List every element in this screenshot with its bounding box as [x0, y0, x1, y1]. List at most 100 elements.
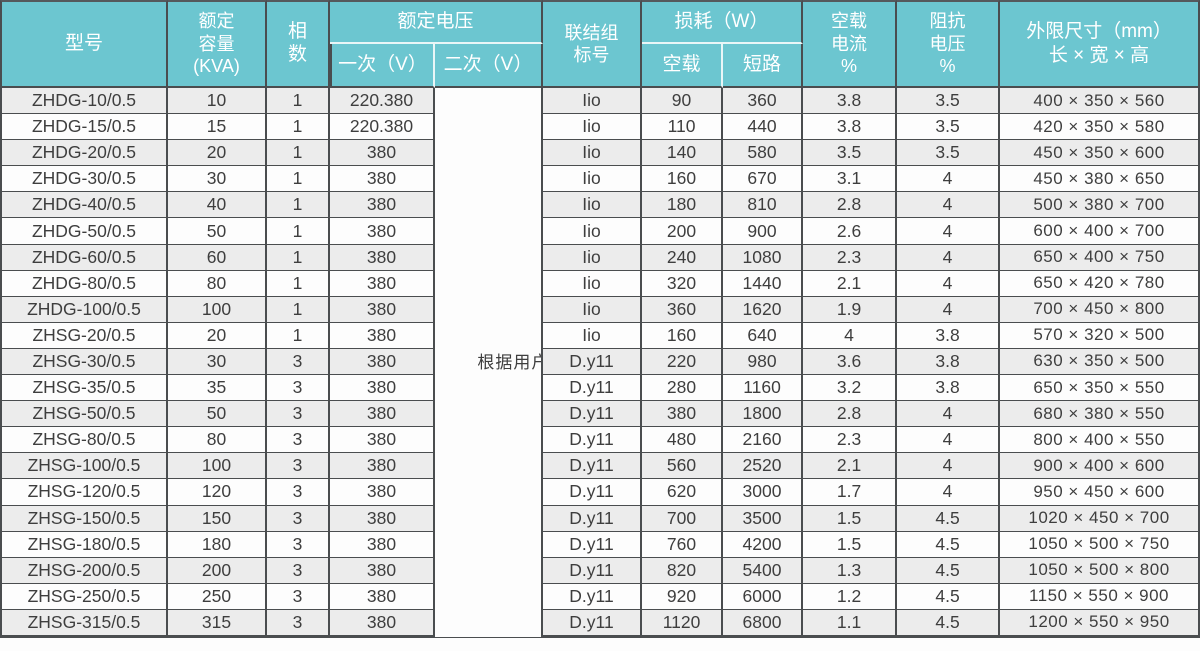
table-row: ZHSG-180/0.5 180 3 380 D.y11 760 4200 1.5 4.5 105… — [0, 531, 1200, 558]
cell-primary-voltage: 220.380 — [330, 88, 435, 115]
cell-impedance-voltage: 3.8 — [897, 348, 1001, 376]
cell-dimensions: 500 × 380 × 700 — [1000, 192, 1200, 219]
cell-short-circuit-loss: 3500 — [723, 505, 804, 532]
cell-short-circuit-loss: 670 — [723, 166, 804, 193]
cell-phases: 1 — [267, 114, 330, 141]
cell-short-circuit-loss: 1440 — [723, 270, 804, 297]
cell-no-load-current: 2.3 — [803, 244, 898, 271]
cell-impedance-voltage: 3.5 — [897, 140, 1001, 167]
cell-model: ZHSG-100/0.5 — [0, 453, 168, 480]
table-row: ZHDG-60/0.5 60 1 380 Iio 240 1080 2.3 4 650 × 400… — [0, 244, 1200, 271]
cell-phases: 3 — [267, 453, 330, 480]
cell-no-load-loss: 160 — [642, 166, 724, 193]
cell-no-load-loss: 200 — [642, 218, 724, 245]
cell-dimensions: 1050 × 500 × 750 — [1000, 531, 1200, 558]
cell-rated-capacity: 80 — [168, 427, 267, 454]
cell-rated-capacity: 180 — [168, 531, 267, 558]
cell-dimensions: 400 × 350 × 560 — [1000, 88, 1200, 115]
cell-phases: 3 — [267, 479, 330, 506]
table-row: ZHSG-35/0.5 35 3 380 D.y11 280 1160 3.2 3.8 650 ×… — [0, 375, 1200, 402]
cell-phases: 3 — [267, 557, 330, 584]
header-model-label: 型号 — [64, 33, 103, 55]
header-no-load-label: 空载 — [662, 54, 701, 76]
cell-impedance-voltage: 4 — [897, 401, 1001, 428]
cell-short-circuit-loss: 640 — [723, 322, 804, 349]
cell-impedance-voltage: 3.5 — [897, 88, 1001, 115]
cell-dimensions: 1020 × 450 × 700 — [1000, 505, 1200, 532]
cell-model: ZHDG-10/0.5 — [0, 88, 168, 115]
cell-primary-voltage: 380 — [330, 140, 435, 167]
header-no-load-current-line3: % — [841, 56, 858, 77]
table-row: ZHSG-50/0.5 50 3 380 D.y11 380 1800 2.8 4 680 × 3… — [0, 401, 1200, 428]
cell-phases: 1 — [267, 296, 330, 323]
cell-impedance-voltage: 4.5 — [897, 531, 1001, 558]
cell-impedance-voltage: 4 — [897, 479, 1001, 506]
cell-phases: 3 — [267, 609, 330, 638]
cell-impedance-voltage: 4 — [897, 244, 1001, 271]
cell-primary-voltage: 380 — [330, 479, 435, 506]
cell-primary-voltage: 380 — [330, 270, 435, 297]
table-row: ZHSG-150/0.5 150 3 380 D.y11 700 3500 1.5 4.5 102… — [0, 505, 1200, 532]
cell-impedance-voltage: 4 — [897, 296, 1001, 323]
header-secondary-voltage: 二次（V） — [435, 44, 544, 88]
cell-short-circuit-loss: 980 — [723, 348, 804, 376]
header-connection-line1: 联结组 — [564, 22, 619, 43]
cell-no-load-current: 2.8 — [803, 192, 898, 219]
header-short-circuit-label: 短路 — [743, 54, 782, 76]
table-row: ZHSG-100/0.5 100 3 380 D.y11 560 2520 2.1 4 900 ×… — [0, 453, 1200, 480]
table-row: ZHSG-80/0.5 80 3 380 D.y11 480 2160 2.3 4 800 × 4… — [0, 427, 1200, 454]
cell-no-load-loss: 700 — [642, 505, 724, 532]
cell-no-load-current: 1.2 — [803, 583, 898, 610]
cell-model: ZHSG-35/0.5 — [0, 375, 168, 402]
cell-no-load-loss: 160 — [642, 322, 724, 349]
cell-connection-group: Iio — [543, 140, 643, 167]
cell-connection-group: Iio — [543, 166, 643, 193]
cell-primary-voltage: 380 — [330, 375, 435, 402]
cell-phases: 1 — [267, 166, 330, 193]
cell-no-load-current: 1.9 — [803, 296, 898, 323]
cell-no-load-current: 1.5 — [803, 531, 898, 558]
cell-dimensions: 450 × 380 × 650 — [1000, 166, 1200, 193]
table-row: ZHDG-20/0.5 20 1 380 Iio 140 580 3.5 3.5 450 × 35… — [0, 140, 1200, 167]
cell-short-circuit-loss: 2520 — [723, 453, 804, 480]
cell-model: ZHDG-50/0.5 — [0, 218, 168, 245]
cell-short-circuit-loss: 810 — [723, 192, 804, 219]
cell-model: ZHSG-120/0.5 — [0, 479, 168, 506]
cell-rated-capacity: 35 — [168, 375, 267, 402]
cell-no-load-current: 4 — [803, 322, 898, 349]
cell-phases: 3 — [267, 401, 330, 428]
cell-no-load-current: 3.8 — [803, 114, 898, 141]
table-row: ZHDG-40/0.5 40 1 380 Iio 180 810 2.8 4 500 × 380 … — [0, 192, 1200, 219]
table-row: ZHDG-80/0.5 80 1 380 Iio 320 1440 2.1 4 650 × 420… — [0, 270, 1200, 297]
header-impedance-line3: % — [939, 56, 956, 77]
cell-rated-capacity: 100 — [168, 296, 267, 323]
cell-rated-capacity: 80 — [168, 270, 267, 297]
secondary-voltage-note-text: 根据用户要求任意选择 — [477, 352, 541, 372]
cell-no-load-current: 1.3 — [803, 557, 898, 584]
cell-connection-group: Iio — [543, 296, 643, 323]
cell-model: ZHDG-30/0.5 — [0, 166, 168, 193]
cell-model: ZHDG-15/0.5 — [0, 114, 168, 141]
cell-rated-capacity: 150 — [168, 505, 267, 532]
header-impedance-line2: 电压 — [929, 33, 966, 54]
cell-dimensions: 1150 × 550 × 900 — [1000, 583, 1200, 610]
cell-impedance-voltage: 4 — [897, 453, 1001, 480]
cell-connection-group: D.y11 — [543, 375, 643, 402]
cell-impedance-voltage: 4.5 — [897, 583, 1001, 610]
cell-short-circuit-loss: 1620 — [723, 296, 804, 323]
cell-phases: 1 — [267, 244, 330, 271]
cell-rated-capacity: 50 — [168, 401, 267, 428]
cell-connection-group: D.y11 — [543, 531, 643, 558]
table-row: ZHDG-30/0.5 30 1 380 Iio 160 670 3.1 4 450 × 380 … — [0, 166, 1200, 193]
cell-no-load-loss: 480 — [642, 427, 724, 454]
cell-dimensions: 450 × 350 × 600 — [1000, 140, 1200, 167]
header-row-2: 一次（V） 二次（V） 空载 短路 — [0, 44, 1200, 88]
cell-connection-group: D.y11 — [543, 609, 643, 638]
cell-dimensions: 700 × 450 × 800 — [1000, 296, 1200, 323]
table-row: ZHDG-50/0.5 50 1 380 Iio 200 900 2.6 4 600 × 400 … — [0, 218, 1200, 245]
cell-model: ZHDG-40/0.5 — [0, 192, 168, 219]
header-capacity-line2: 容量 — [198, 33, 235, 54]
cell-phases: 3 — [267, 531, 330, 558]
cell-model: ZHDG-60/0.5 — [0, 244, 168, 271]
